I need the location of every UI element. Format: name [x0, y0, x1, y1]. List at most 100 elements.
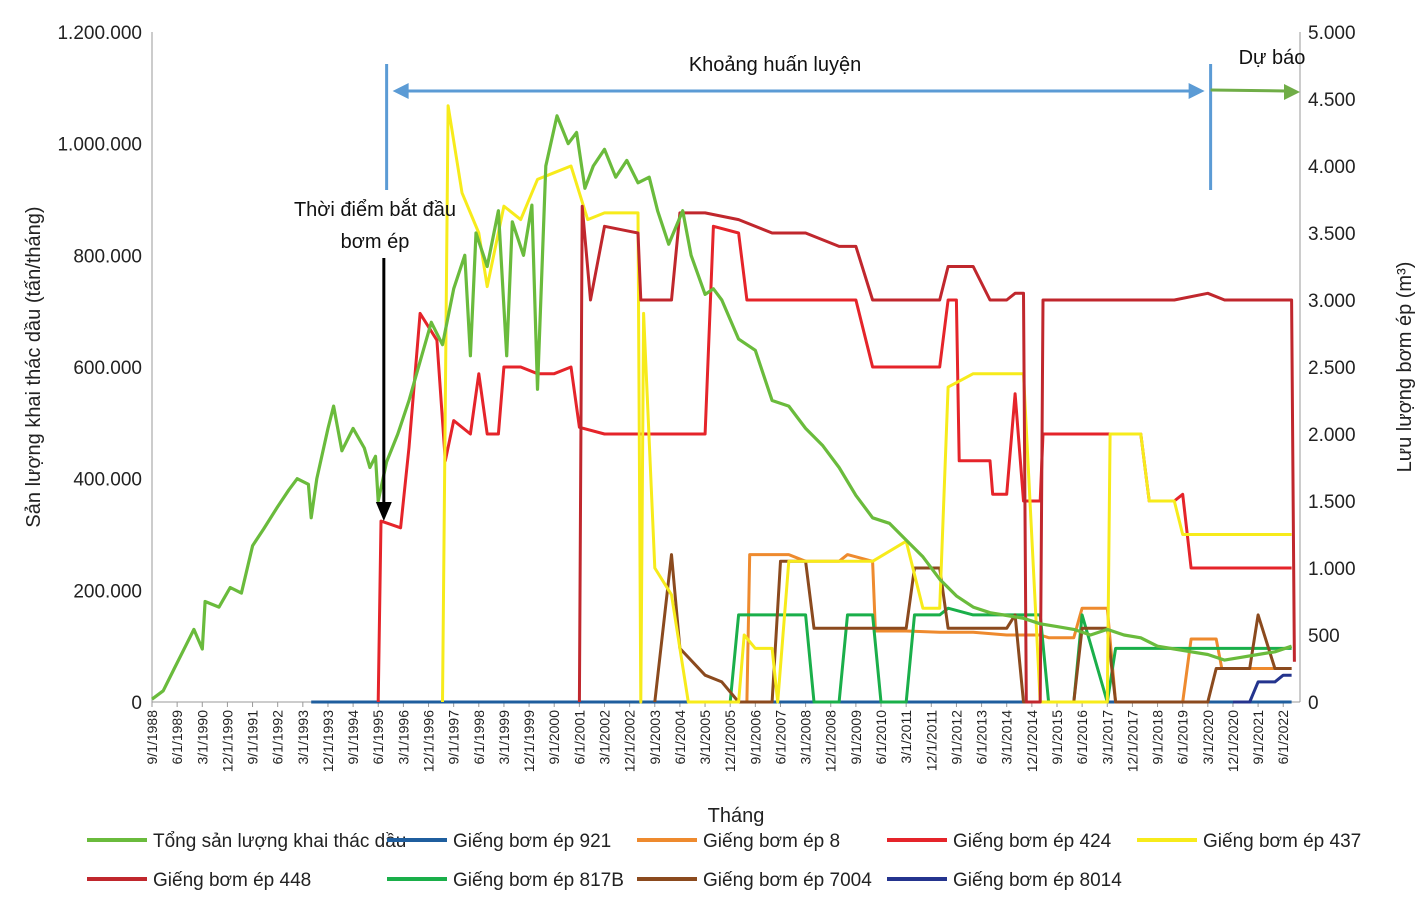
x-tick-label: 12/1/2020: [1225, 710, 1241, 772]
legend-label: Giếng bơm ép 921: [453, 831, 611, 852]
x-tick-label: 12/1/2008: [823, 710, 839, 772]
x-tick-label: 9/1/2012: [948, 710, 964, 765]
annotation-layer: Khoảng huấn luyện Dự báo Thời điểm bắt đ…: [294, 47, 1305, 521]
legend-label: Giếng bơm ép 7004: [703, 870, 872, 891]
forecast-arrow-head: [1284, 84, 1300, 100]
left-y-ticks: 0 200.000 400.000 600.000 800.000 1.000.000 1.…: [57, 23, 142, 714]
x-tick-label: 3/1/2005: [697, 710, 713, 765]
y-left-tick-label: 200.000: [73, 581, 142, 602]
y-left-tick-label: 600.000: [73, 358, 142, 379]
legend-label: Giếng bơm ép 8014: [953, 870, 1122, 891]
x-ticks: 9/1/1988 6/1/1989 3/1/1990 12/1/1990 9/1/199…: [144, 702, 1291, 772]
y-right-tick-label: 1.500: [1308, 492, 1356, 513]
x-tick-label: 9/1/2006: [747, 710, 763, 765]
series-line-tong-san-luong-khai-thac-dau: [151, 114, 1293, 701]
y-right-tick-label: 4.500: [1308, 90, 1356, 111]
series-line-gieng-bom-ep-7004: [653, 553, 1292, 704]
x-tick-label: 9/1/1991: [245, 710, 261, 765]
x-tick-label: 9/1/2009: [848, 710, 864, 765]
y-right-tick-label: 2.500: [1308, 358, 1356, 379]
x-tick-label: 3/1/2008: [798, 710, 814, 765]
y-left-tick-label: 1.200.000: [57, 23, 142, 44]
series-line-gieng-bom-ep-437: [441, 104, 1292, 704]
series-line-gieng-bom-ep-8: [730, 553, 1292, 704]
series-line-gieng-bom-ep-8014: [1233, 673, 1292, 704]
y-left-tick-label: 400.000: [73, 470, 142, 491]
x-tick-label: 9/1/1988: [144, 710, 160, 765]
x-tick-label: 9/1/1997: [446, 710, 462, 765]
x-tick-label: 6/1/2019: [1175, 710, 1191, 765]
forecast-label: Dự báo: [1239, 47, 1306, 69]
legend-label: Giếng bơm ép 817B: [453, 870, 624, 891]
x-tick-label: 3/1/1993: [295, 710, 311, 765]
y-right-tick-label: 5.000: [1308, 23, 1356, 44]
legend-label: Giếng bơm ép 448: [153, 870, 311, 891]
series-line-gieng-bom-ep-817b: [728, 606, 1292, 704]
x-tick-label: 12/1/2002: [622, 710, 638, 772]
legend: Tổng sản lượng khai thác dầu Giếng bơm ép…: [87, 831, 1361, 891]
x-tick-label: 9/1/2021: [1250, 710, 1266, 765]
legend-label: Giếng bơm ép 437: [1203, 831, 1361, 852]
y-right-tick-label: 0: [1308, 693, 1319, 714]
y-right-tick-label: 4.000: [1308, 157, 1356, 178]
x-tick-label: 6/1/2007: [772, 710, 788, 765]
forecast-period-arrow: [1210, 88, 1287, 93]
x-tick-label: 3/1/2017: [1099, 710, 1115, 765]
legend-label: Tổng sản lượng khai thác dầu: [153, 831, 406, 852]
x-tick-label: 6/1/2001: [571, 710, 587, 765]
x-tick-label: 6/1/1998: [471, 710, 487, 765]
y-right-tick-label: 2.000: [1308, 425, 1356, 446]
y-axis-right-title: Lưu lượng bơm ép (m³): [1394, 262, 1416, 473]
x-tick-label: 12/1/1996: [421, 710, 437, 772]
x-tick-label: 6/1/2013: [974, 710, 990, 765]
x-tick-label: 12/1/2017: [1124, 710, 1140, 772]
y-axis-left-title: Sản lượng khai thác dầu (tấn/tháng): [23, 206, 45, 527]
legend-label: Giếng bơm ép 8: [703, 831, 840, 852]
x-tick-label: 12/1/2014: [1024, 710, 1040, 772]
y-right-tick-label: 3.000: [1308, 291, 1356, 312]
injection-start-arrow-head: [375, 502, 392, 521]
x-tick-label: 6/1/2010: [873, 710, 889, 765]
x-tick-label: 6/1/2022: [1275, 710, 1291, 765]
x-tick-label: 6/1/2004: [672, 710, 688, 765]
x-tick-label: 3/1/2002: [596, 710, 612, 765]
x-tick-label: 6/1/1992: [270, 710, 286, 765]
x-tick-label: 12/1/2011: [923, 710, 939, 771]
x-tick-label: 9/1/2000: [546, 710, 562, 765]
x-axis-title: Tháng: [708, 805, 765, 827]
legend-label: Giếng bơm ép 424: [953, 831, 1112, 852]
training-arrow-right-head: [1188, 83, 1205, 99]
x-tick-label: 9/1/2018: [1150, 710, 1166, 765]
plot-area: 0 200.000 400.000 600.000 800.000 1.000.000 1.…: [57, 23, 1355, 772]
x-tick-label: 3/1/1990: [194, 710, 210, 765]
injection-start-label-line1: Thời điểm bắt đầu: [294, 198, 456, 221]
series-line-gieng-bom-ep-424: [376, 224, 1292, 703]
x-tick-label: 3/1/2014: [999, 710, 1015, 765]
x-tick-label: 9/1/2015: [1049, 710, 1065, 765]
y-right-tick-label: 1.000: [1308, 559, 1356, 580]
right-y-ticks: 0 500 1.000 1.500 2.000 2.500 3.000 3.500 4.000 4…: [1308, 23, 1356, 714]
x-tick-label: 6/1/1989: [169, 710, 185, 765]
x-tick-label: 6/1/2016: [1074, 710, 1090, 765]
x-tick-label: 12/1/1990: [219, 710, 235, 772]
x-tick-label: 9/1/2003: [647, 710, 663, 765]
x-tick-label: 6/1/1995: [370, 710, 386, 765]
x-tick-label: 9/1/1994: [345, 710, 361, 765]
series-layer: [151, 104, 1296, 704]
x-tick-label: 12/1/1993: [320, 710, 336, 772]
y-left-tick-label: 800.000: [73, 246, 142, 267]
x-tick-label: 3/1/2020: [1200, 710, 1216, 765]
series-line-gieng-bom-ep-448: [577, 204, 1296, 704]
x-tick-label: 12/1/2005: [722, 710, 738, 772]
x-tick-label: 3/1/1996: [395, 710, 411, 765]
training-arrow-left-head: [392, 83, 409, 99]
y-right-tick-label: 500: [1308, 626, 1340, 647]
x-tick-label: 12/1/1999: [521, 710, 537, 772]
y-left-tick-label: 0: [131, 693, 142, 714]
training-label: Khoảng huấn luyện: [689, 54, 861, 76]
y-right-tick-label: 3.500: [1308, 224, 1356, 245]
x-tick-label: 3/1/2011: [898, 710, 914, 764]
x-tick-label: 3/1/1999: [496, 710, 512, 765]
injection-start-label-line2: bơm ép: [341, 231, 410, 253]
